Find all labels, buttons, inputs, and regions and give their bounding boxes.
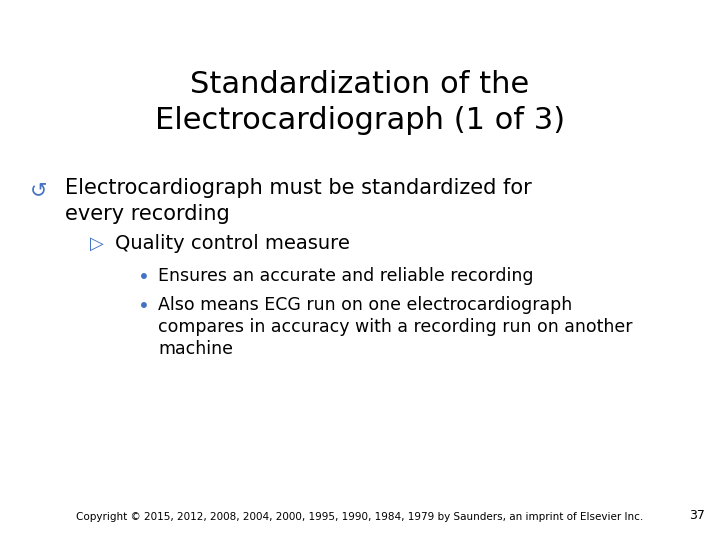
Text: Quality control measure: Quality control measure [115,234,350,253]
Text: Ensures an accurate and reliable recording: Ensures an accurate and reliable recordi… [158,267,534,285]
Text: ▷: ▷ [90,235,104,253]
Text: Copyright © 2015, 2012, 2008, 2004, 2000, 1995, 1990, 1984, 1979 by Saunders, an: Copyright © 2015, 2012, 2008, 2004, 2000… [76,512,644,522]
Text: Electrocardiograph must be standardized for
every recording: Electrocardiograph must be standardized … [65,178,532,224]
Text: Also means ECG run on one electrocardiograph
compares in accuracy with a recordi: Also means ECG run on one electrocardiog… [158,296,632,359]
Text: Standardization of the
Electrocardiograph (1 of 3): Standardization of the Electrocardiograp… [155,70,565,135]
Text: 37: 37 [689,509,705,522]
Text: ↺: ↺ [30,180,48,200]
Text: •: • [138,268,150,287]
Text: •: • [138,297,150,316]
